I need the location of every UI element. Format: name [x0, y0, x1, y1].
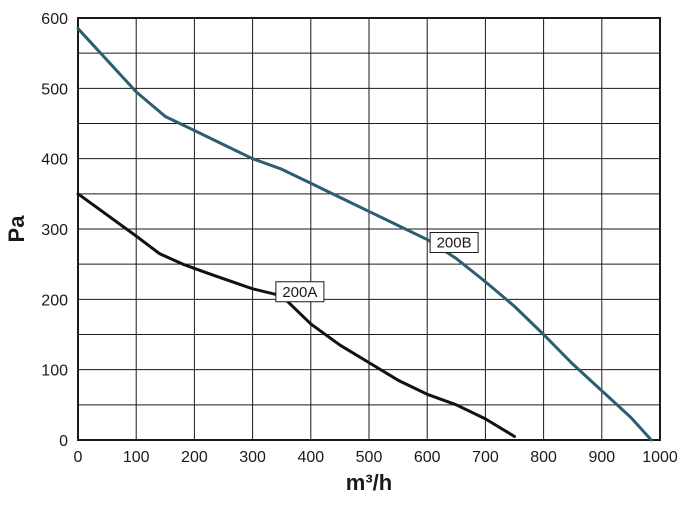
svg-text:200: 200 [181, 449, 208, 466]
svg-text:300: 300 [41, 222, 68, 239]
svg-text:0: 0 [59, 433, 68, 450]
svg-text:1000: 1000 [642, 449, 678, 466]
svg-text:400: 400 [297, 449, 324, 466]
svg-text:600: 600 [41, 11, 68, 28]
svg-text:800: 800 [530, 449, 557, 466]
svg-text:100: 100 [41, 363, 68, 380]
fan-curve-chart: 0 100 200 300 400 500 600 700 800 900 1000 0 100 200 3… [0, 0, 680, 506]
svg-text:500: 500 [41, 81, 68, 98]
svg-text:600: 600 [414, 449, 441, 466]
y-axis-label: Pa [4, 215, 29, 243]
svg-text:300: 300 [239, 449, 266, 466]
svg-text:200: 200 [41, 292, 68, 309]
svg-text:400: 400 [41, 152, 68, 169]
svg-text:700: 700 [472, 449, 499, 466]
callout-label-200A: 200A [282, 284, 317, 301]
x-axis-label: m³/h [346, 470, 392, 495]
svg-text:500: 500 [356, 449, 383, 466]
callout-label-200B: 200B [437, 235, 472, 252]
chart-svg: 0 100 200 300 400 500 600 700 800 900 1000 0 100 200 3… [0, 0, 680, 506]
svg-text:100: 100 [123, 449, 150, 466]
svg-text:900: 900 [588, 449, 615, 466]
svg-text:0: 0 [74, 449, 83, 466]
